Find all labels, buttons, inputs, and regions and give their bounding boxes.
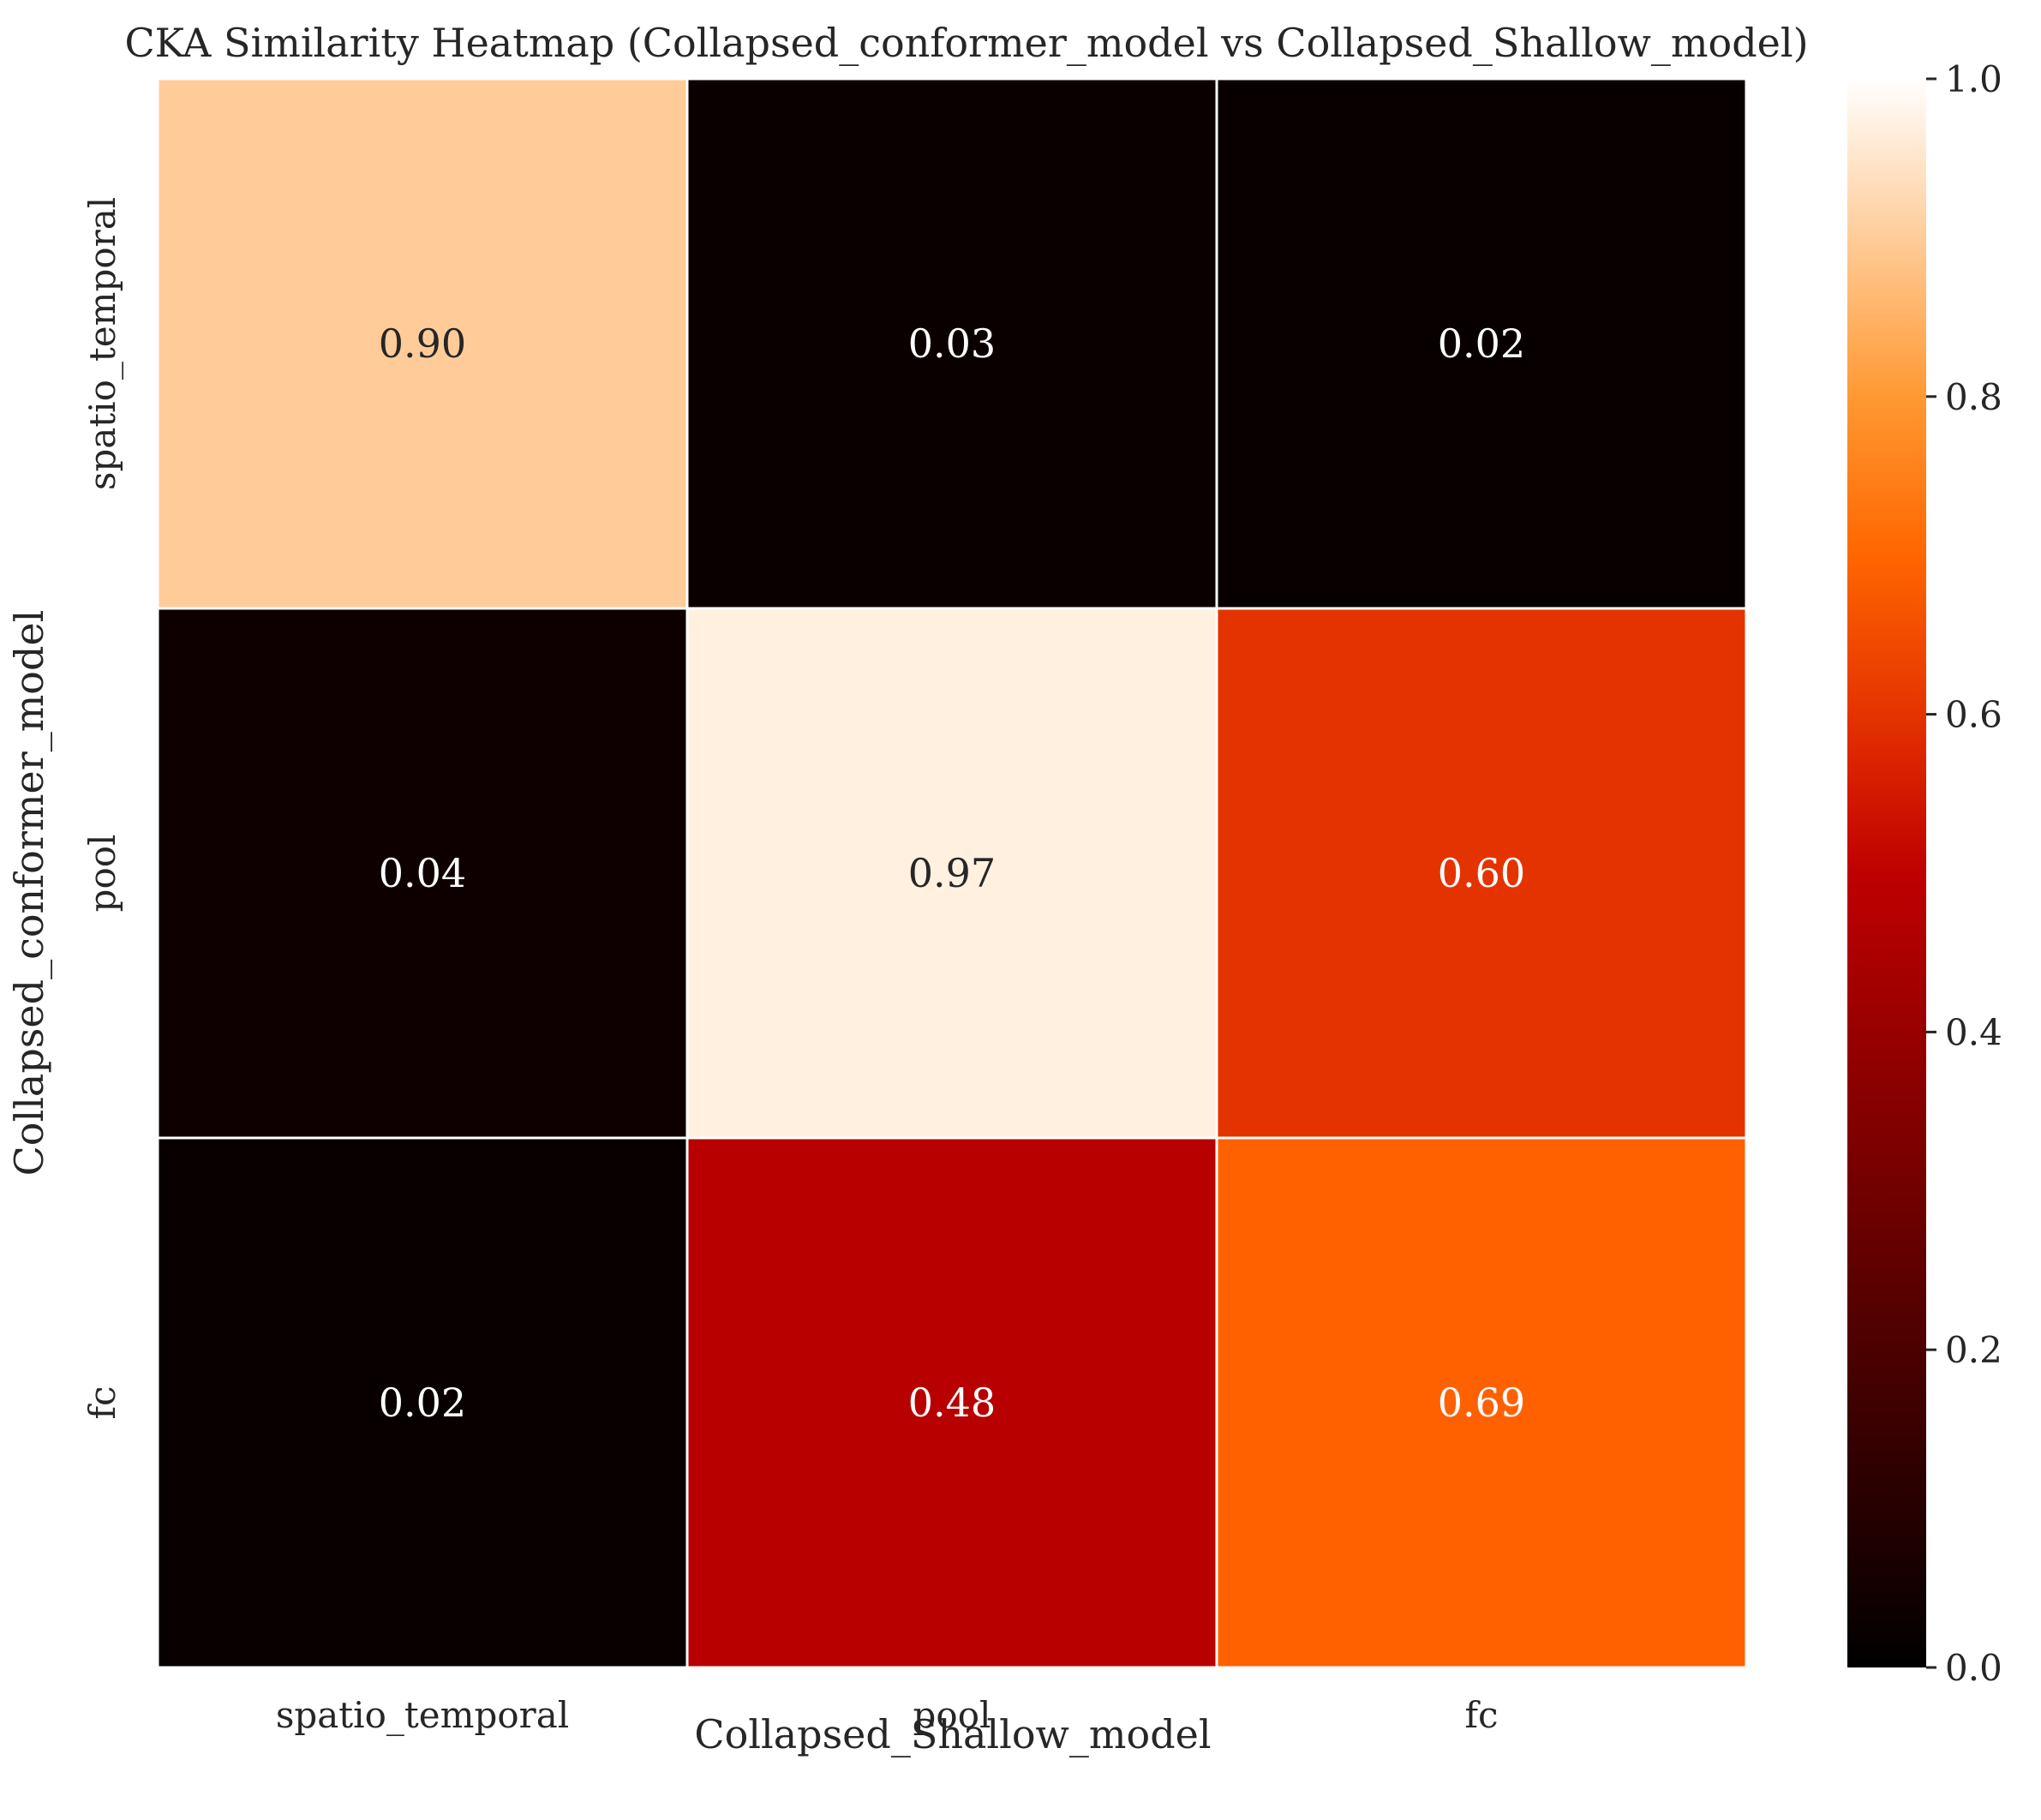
y-axis-label: Collapsed_conformer_model <box>6 610 52 1176</box>
heatmap-cell-2-1 <box>685 1136 1218 1669</box>
x-tick-label-1: pool <box>913 1694 991 1736</box>
heatmap-cell-1-2 <box>1215 607 1748 1140</box>
cell-value-label-2-2: 0.69 <box>1438 1380 1525 1426</box>
heatmap-cell-labels: 0.90 0.03 0.02 0.04 0.97 0.60 0.02 0.48 0.69 <box>379 320 1525 1426</box>
colorbar-tick-label-1: 0.2 <box>1945 1329 2002 1371</box>
colorbar-tick-label-2: 0.4 <box>1945 1011 2002 1053</box>
y-tick-label-0: spatio_temporal <box>81 197 123 490</box>
heatmap-cell-0-0 <box>156 77 689 610</box>
x-tick-label-0: spatio_temporal <box>276 1694 569 1736</box>
heatmap-cell-1-1 <box>685 607 1218 1140</box>
colorbar-tick-label-3: 0.6 <box>1945 694 2002 736</box>
heatmap-cell-2-0 <box>156 1136 689 1669</box>
cell-value-label-1-0: 0.04 <box>379 850 466 896</box>
x-axis-label: Collapsed_Shallow_model <box>694 1711 1211 1757</box>
colorbar: 0.0 0.2 0.4 0.6 0.8 1.0 <box>1847 58 2002 1689</box>
colorbar-gradient <box>1847 79 1926 1667</box>
cell-value-label-0-0: 0.90 <box>379 320 466 367</box>
cell-value-label-2-0: 0.02 <box>379 1380 466 1426</box>
heatmap-cell-0-2 <box>1215 77 1748 610</box>
cell-value-label-0-2: 0.02 <box>1438 320 1525 367</box>
heatmap-cell-1-0 <box>156 607 689 1140</box>
heatmap-cells <box>156 77 1748 1669</box>
colorbar-tick-label-4: 0.8 <box>1945 376 2002 418</box>
colorbar-tick-label-5: 1.0 <box>1945 58 2002 100</box>
cell-value-label-1-1: 0.97 <box>908 850 996 896</box>
x-axis-ticks: spatio_temporal pool fc <box>276 1694 1499 1736</box>
cell-value-label-1-2: 0.60 <box>1438 850 1525 896</box>
heatmap-cell-2-2 <box>1215 1136 1748 1669</box>
y-tick-label-2: fc <box>81 1386 123 1419</box>
cell-value-label-0-1: 0.03 <box>908 320 996 367</box>
x-tick-label-2: fc <box>1464 1694 1498 1736</box>
heatmap-cell-0-1 <box>685 77 1218 610</box>
colorbar-ticks: 0.0 0.2 0.4 0.6 0.8 1.0 <box>1926 58 2002 1689</box>
colorbar-tick-label-0: 0.0 <box>1945 1647 2002 1689</box>
y-tick-label-1: pool <box>81 835 123 913</box>
cell-value-label-2-1: 0.48 <box>908 1380 996 1426</box>
chart-title: CKA Similarity Heatmap (Collapsed_confor… <box>124 20 1808 66</box>
